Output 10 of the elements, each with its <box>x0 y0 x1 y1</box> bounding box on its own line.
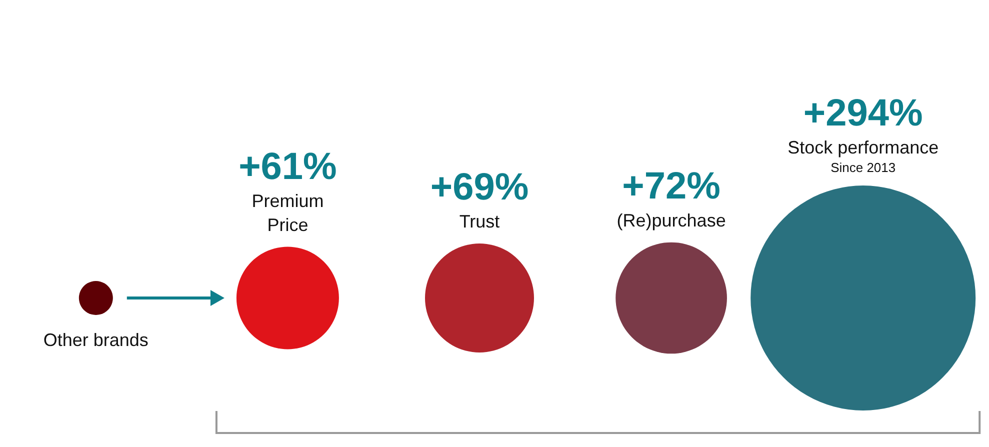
category-label: Stock performance <box>788 138 939 158</box>
data-label: +72% <box>622 165 720 208</box>
data-label: +61% <box>238 146 337 188</box>
data-label: +294% <box>803 92 923 134</box>
data-label: +69% <box>430 166 529 208</box>
category-label: Premium Price <box>252 190 324 235</box>
category-label: Other brands <box>43 330 148 350</box>
category-label: Trust <box>459 212 500 232</box>
text: Since 2013 <box>830 160 896 175</box>
category-label: (Re)purchase <box>616 210 726 230</box>
